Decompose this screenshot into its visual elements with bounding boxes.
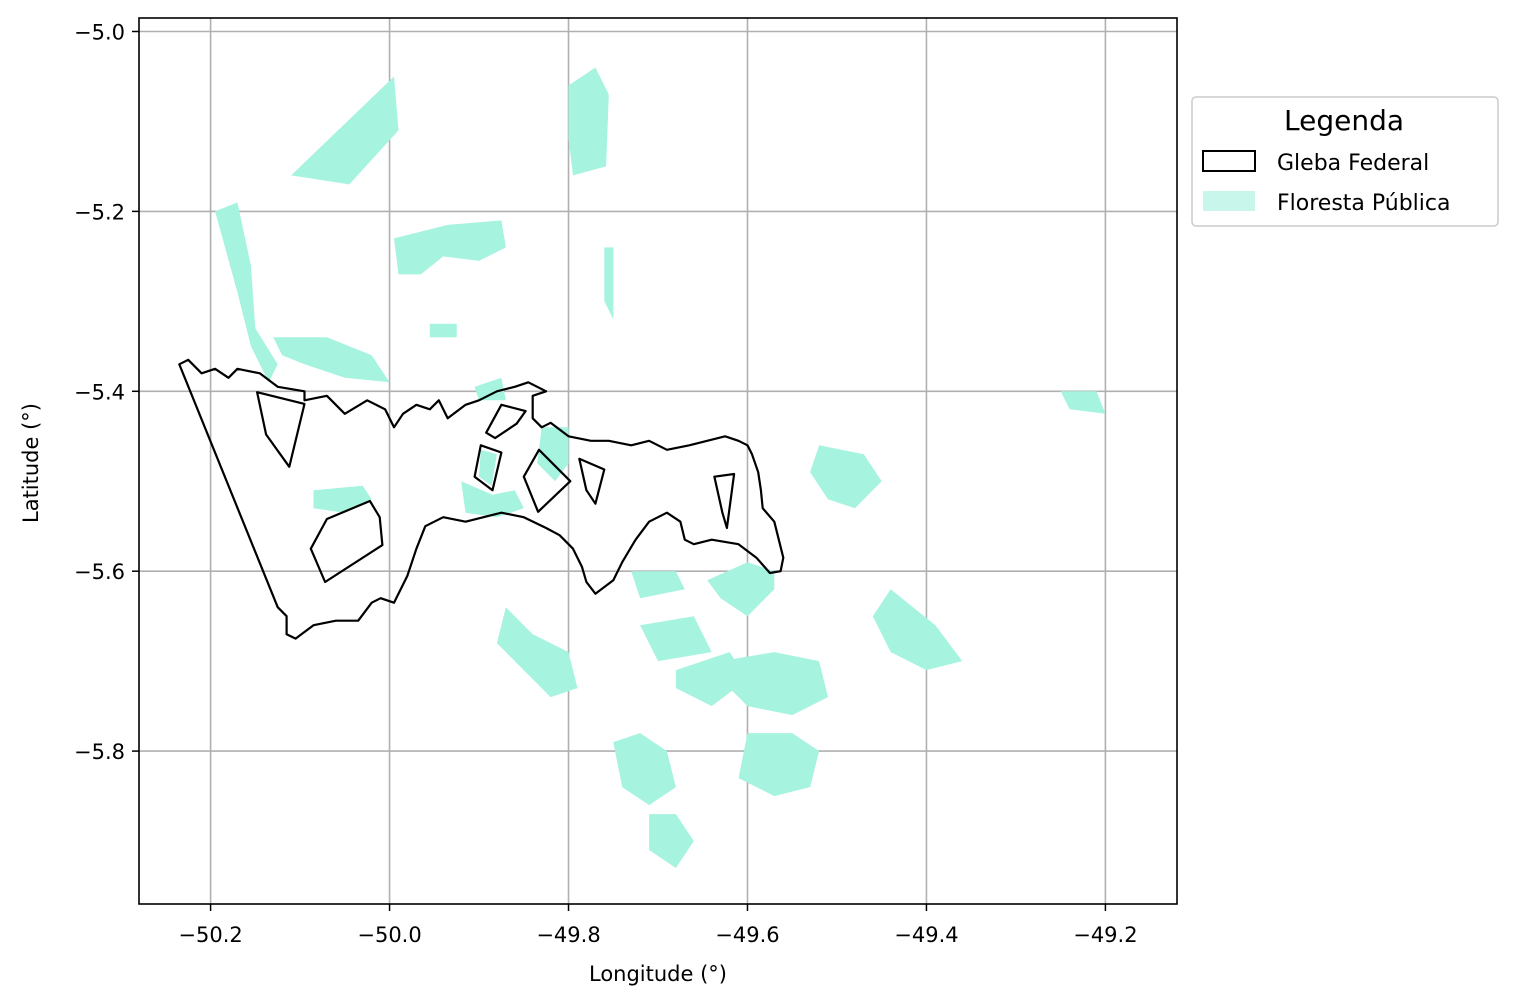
- x-tick-label: −49.8: [536, 923, 600, 947]
- floresta-publica-polygon: [738, 733, 820, 797]
- plot-frame: [138, 17, 1178, 905]
- floresta-publica-polygon: [707, 562, 775, 617]
- y-axis-title: Latitude (°): [19, 403, 43, 523]
- x-axis-ticks: −50.2 −50.0 −49.8 −49.6 −49.4 −49.2: [178, 904, 1138, 947]
- gleba-federal-layer: [178, 358, 785, 640]
- floresta-publica-polygon: [461, 481, 524, 518]
- floresta-publica-polygon: [291, 76, 399, 185]
- legend-box: [1191, 96, 1499, 227]
- floresta-publica-polygon: [720, 652, 828, 716]
- floresta-publica-polygon: [474, 377, 506, 401]
- y-tick-label: −5.2: [74, 200, 125, 224]
- floresta-publica-polygon: [429, 323, 457, 338]
- legend-swatch-floresta-publica: [1203, 191, 1255, 211]
- gleba-federal-polygon: [473, 444, 503, 492]
- x-tick-label: −49.2: [1073, 923, 1137, 947]
- floresta-publica-polygon: [649, 814, 694, 868]
- floresta-publica-polygon: [568, 67, 609, 176]
- floresta-publica-polygon: [537, 427, 569, 482]
- legend-label-floresta-publica: Floresta Pública: [1277, 191, 1450, 216]
- gleba-federal-polygon: [309, 499, 384, 584]
- x-axis-title: Longitude (°): [589, 962, 727, 986]
- floresta-publica-polygon: [810, 445, 882, 509]
- floresta-publica-polygon: [479, 449, 497, 486]
- y-tick-label: −5.4: [74, 380, 125, 404]
- floresta-publica-layer: [215, 67, 1106, 868]
- gleba-federal-polygon: [522, 448, 572, 513]
- legend: Legenda Gleba Federal Floresta Pública: [1191, 96, 1499, 227]
- legend-label-gleba-federal: Gleba Federal: [1277, 151, 1429, 176]
- floresta-publica-polygon: [613, 733, 676, 806]
- x-tick-label: −49.4: [894, 923, 958, 947]
- y-tick-label: −5.0: [74, 20, 125, 44]
- legend-title: Legenda: [1284, 104, 1404, 137]
- y-axis-ticks: −5.0 −5.2 −5.4 −5.6 −5.8: [74, 20, 139, 764]
- floresta-publica-polygon: [1060, 391, 1106, 414]
- y-tick-label: −5.6: [74, 560, 125, 584]
- legend-swatch-gleba-federal: [1202, 150, 1256, 172]
- floresta-publica-polygon: [215, 202, 278, 383]
- gleba-federal-polygon: [485, 403, 527, 440]
- x-tick-label: −49.6: [715, 923, 779, 947]
- floresta-publica-polygon: [640, 616, 712, 662]
- gleba-federal-polygon: [713, 472, 736, 530]
- floresta-publica-polygon: [872, 589, 963, 671]
- floresta-publica-polygon: [273, 337, 390, 383]
- gleba-federal-polygon: [256, 391, 306, 468]
- floresta-publica-polygon: [496, 607, 578, 698]
- x-tick-label: −50.2: [178, 923, 242, 947]
- y-tick-label: −5.8: [74, 740, 125, 764]
- gleba-federal-polygon: [178, 358, 785, 640]
- floresta-publica-polygon: [394, 220, 506, 275]
- x-tick-label: −50.0: [357, 923, 421, 947]
- floresta-publica-polygon: [631, 571, 685, 599]
- floresta-publica-polygon: [604, 247, 614, 320]
- gleba-federal-polygon: [578, 457, 606, 505]
